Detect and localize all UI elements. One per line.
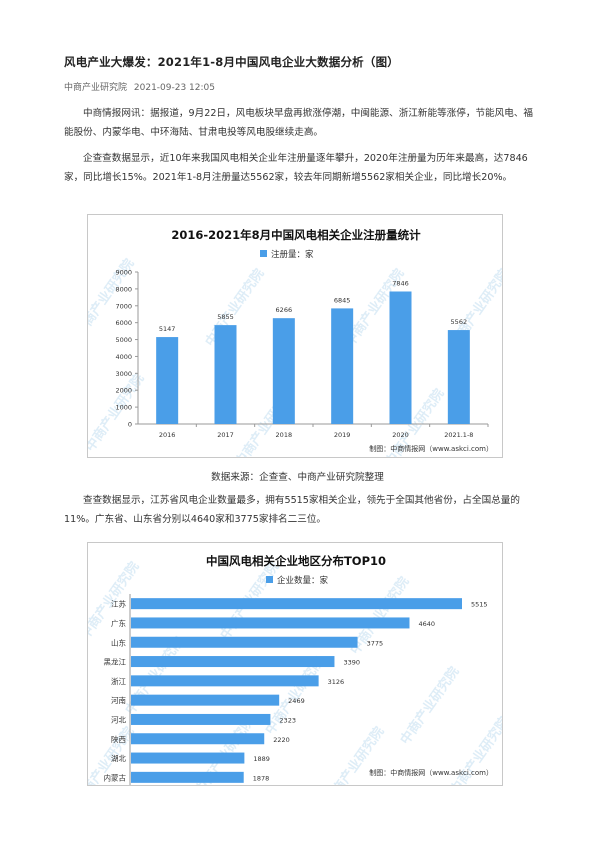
y-tick-label: 8000 xyxy=(115,285,132,293)
data-label: 5855 xyxy=(217,313,234,321)
category-label: 江苏 xyxy=(111,599,126,609)
category-label: 湖北 xyxy=(111,754,126,763)
bar-湖北 xyxy=(131,752,245,764)
data-label: 3126 xyxy=(328,678,345,686)
x-tick-label: 2016 xyxy=(159,431,176,439)
y-tick-label: 6000 xyxy=(115,319,132,327)
bar-2016 xyxy=(156,337,179,424)
data-label: 7846 xyxy=(392,279,409,287)
category-label: 河北 xyxy=(111,715,126,724)
data-label: 2469 xyxy=(288,697,305,705)
bar-浙江 xyxy=(131,675,319,687)
article-date: 2021-09-23 12:05 xyxy=(133,83,215,93)
category-label: 浙江 xyxy=(111,676,126,686)
legend-swatch xyxy=(266,576,273,583)
paragraph-1: 中商情报网讯：据报道，9月22日，风电板块早盘再掀涨停潮，中闽能源、浙江新能等涨… xyxy=(64,108,534,138)
bar-河南 xyxy=(131,694,280,706)
category-label: 广东 xyxy=(111,618,126,628)
x-tick-label: 2020 xyxy=(392,431,409,439)
chart-title: 中国风电相关企业地区分布TOP10 xyxy=(206,554,386,568)
legend-label: 注册量：家 xyxy=(271,249,314,260)
y-tick-label: 4000 xyxy=(115,353,132,361)
y-tick-label: 0 xyxy=(128,421,132,429)
data-label: 6845 xyxy=(334,296,351,304)
paragraph-3: 查查数据显示，江苏省风电企业数量最多，拥有5515家相关企业，领先于全国其他省份… xyxy=(64,495,520,525)
y-tick-label: 7000 xyxy=(115,302,132,310)
data-label: 3775 xyxy=(367,639,384,647)
data-label: 5147 xyxy=(159,325,176,333)
data-label: 6266 xyxy=(276,306,293,314)
region-distribution-chart: 中商产业研究院 中商产业研究院 中商产业研究院 中商产业研究院 中商产业研究院 中商产业研… xyxy=(87,542,503,786)
data-label: 3390 xyxy=(343,659,360,667)
bar-广东 xyxy=(131,617,410,629)
article-source: 中商产业研究院 xyxy=(64,83,128,93)
chart-title: 2016-2021年8月中国风电相关企业注册量统计 xyxy=(171,228,421,242)
bar-黑龙江 xyxy=(131,656,335,668)
chart-source-caption: 数据来源：企查查、中商产业研究院整理 xyxy=(211,472,384,483)
y-tick-label: 1000 xyxy=(115,404,132,412)
data-label: 2323 xyxy=(279,716,296,724)
y-tick-label: 9000 xyxy=(115,269,132,277)
bar-2020 xyxy=(389,291,412,424)
bar-2021.1-8 xyxy=(447,330,470,424)
data-label: 4640 xyxy=(418,620,435,628)
bar-陕西 xyxy=(131,733,265,745)
bar-2017 xyxy=(214,325,237,424)
bar-2019 xyxy=(331,308,354,424)
chart-credit: 制图：中商情报网（www.askci.com） xyxy=(369,768,493,777)
category-label: 陕西 xyxy=(111,734,126,744)
data-label: 2220 xyxy=(273,736,290,744)
legend-label: 企业数量：家 xyxy=(277,575,329,586)
data-label: 5515 xyxy=(471,601,488,609)
category-label: 黑龙江 xyxy=(104,657,127,667)
data-label: 1878 xyxy=(253,774,270,782)
data-label: 1889 xyxy=(253,755,270,763)
x-tick-label: 2018 xyxy=(276,431,293,439)
registration-chart: 中商产业研究院 中商产业研究院 中商产业研究院 中商产业研究院 中商产业研究院 中商产业研… xyxy=(87,214,503,458)
bar-河北 xyxy=(131,713,271,725)
y-tick-label: 5000 xyxy=(115,336,132,344)
article-meta: 中商产业研究院 2021-09-23 12:05 xyxy=(64,80,215,93)
x-tick-label: 2017 xyxy=(217,431,234,439)
bar-江苏 xyxy=(131,598,462,610)
category-label: 内蒙古 xyxy=(104,772,127,782)
category-label: 河南 xyxy=(111,695,126,705)
chart-credit: 制图：中商情报网（www.askci.com） xyxy=(369,444,493,453)
x-tick-label: 2021.1-8 xyxy=(444,431,473,439)
bar-内蒙古 xyxy=(131,771,244,783)
article-title: 风电产业大爆发：2021年1-8月中国风电企业大数据分析（图） xyxy=(64,55,399,69)
x-tick-label: 2019 xyxy=(334,431,351,439)
data-label: 5562 xyxy=(451,318,468,326)
y-tick-label: 3000 xyxy=(115,370,132,378)
paragraph-2: 企查查数据显示，近10年来我国风电相关企业年注册量逐年攀升，2020年注册量为历… xyxy=(64,153,528,183)
category-label: 山东 xyxy=(111,637,126,647)
bar-2018 xyxy=(272,318,295,424)
y-tick-label: 2000 xyxy=(115,387,132,395)
legend-swatch xyxy=(260,250,267,257)
watermark-text: 中商产业研究院 xyxy=(397,664,462,748)
bar-山东 xyxy=(131,636,358,648)
